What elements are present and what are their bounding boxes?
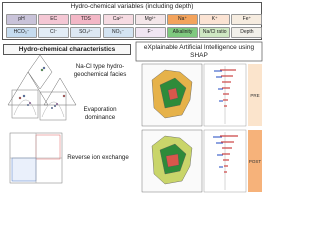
variable-chip: SO₄²⁻ [70, 27, 102, 38]
variable-chip: F⁻ [134, 27, 166, 38]
variables-title: Hydro-chemical variables (including dept… [70, 3, 194, 10]
variable-chip: Mg²⁺ [134, 14, 166, 25]
variable-chip: HCO₃⁻ [6, 27, 37, 38]
finding-facies: Na-Cl type hydro-geochemical facies [73, 63, 127, 78]
left-title-box [3, 44, 131, 55]
finding-evaporation: Evaporation dominance [83, 106, 117, 121]
ion-exchange-plot [9, 132, 63, 184]
variable-chip: EC [38, 14, 70, 25]
variable-chip: Depth [231, 27, 263, 38]
right-title: eXplainable Artificial Intelligence usin… [143, 44, 255, 59]
variable-chip: Na/Cl ratio [199, 27, 231, 38]
variable-chip: pH [6, 14, 37, 25]
variable-chip: Cl⁻ [38, 27, 70, 38]
shap-plots [203, 63, 247, 193]
variable-chip: TDS [70, 14, 102, 25]
variable-chip: NO₃⁻ [102, 27, 134, 38]
variable-chip: Alkalinity [167, 27, 198, 38]
gibbs-plot [11, 89, 67, 121]
variable-chip: Ca²⁺ [102, 14, 134, 25]
page: {"header": {"title": "Hydro-chemical var… [2, 2, 263, 193]
illustrations [7, 41, 263, 193]
variable-chip: Na⁺ [167, 14, 198, 25]
finding-ion-exchange: Reverse ion exchange [67, 154, 129, 161]
left-title: Hydro-chemical characteristics [18, 46, 116, 53]
period-label: POST [248, 130, 262, 192]
period-label: PRE [248, 64, 262, 126]
maps [141, 63, 203, 193]
variable-chip: Fe⁺ [231, 14, 263, 25]
variable-chip: K⁺ [199, 14, 231, 25]
right-title-box [135, 41, 263, 62]
